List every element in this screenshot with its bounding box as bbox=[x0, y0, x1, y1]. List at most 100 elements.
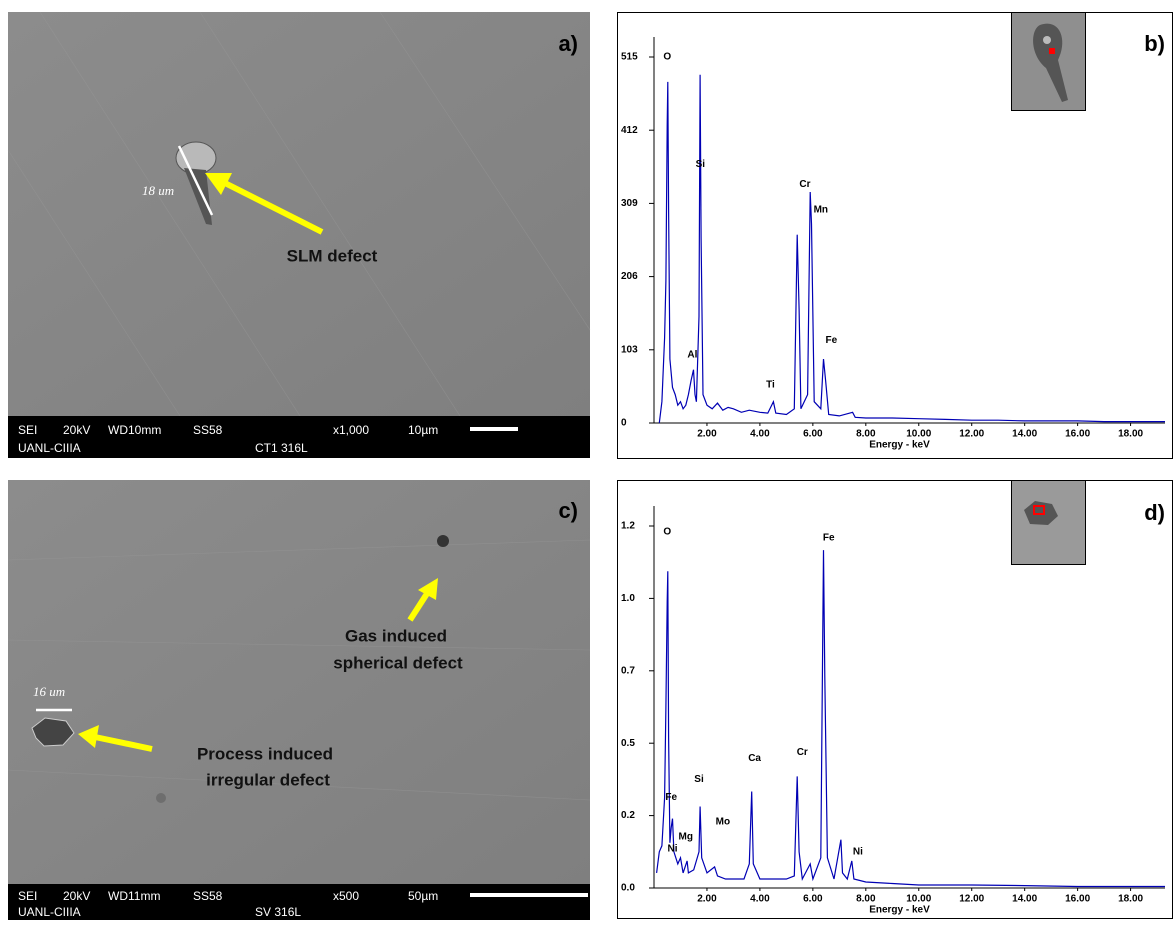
y-tick-label: 103 bbox=[621, 344, 638, 355]
spectrum bbox=[656, 550, 1165, 888]
inset-marker bbox=[1033, 505, 1045, 515]
footer-text: 20kV bbox=[63, 889, 90, 903]
x-tick-label: 14.00 bbox=[1012, 429, 1037, 440]
peak-label: Cr bbox=[799, 179, 810, 190]
arrow-head bbox=[78, 725, 99, 748]
footer-text: WD11mm bbox=[108, 889, 160, 903]
footer bbox=[8, 416, 590, 458]
peak-label: Al bbox=[687, 349, 697, 360]
footer-text: x500 bbox=[333, 889, 359, 903]
footer-text: SV 316L bbox=[255, 905, 301, 919]
spectrum bbox=[658, 74, 1165, 424]
peak-label: Mg bbox=[679, 831, 693, 842]
callout: spherical defect bbox=[333, 653, 463, 672]
x-tick-label: 6.00 bbox=[803, 894, 823, 905]
footer-text: 20kV bbox=[63, 423, 90, 437]
peak-label: Ni bbox=[853, 846, 863, 857]
peak-label: Ti bbox=[766, 379, 775, 390]
footer-text: x1,000 bbox=[333, 423, 369, 437]
y-tick-label: 0.7 bbox=[621, 665, 635, 676]
callout: SLM defect bbox=[287, 246, 378, 265]
panel-label: c) bbox=[558, 498, 578, 523]
x-tick-label: 8.00 bbox=[856, 429, 876, 440]
y-tick-label: 1.0 bbox=[621, 593, 635, 604]
sem-image bbox=[8, 480, 590, 884]
peak-label: Mo bbox=[716, 816, 730, 827]
x-tick-label: 12.00 bbox=[959, 894, 984, 905]
callout: Gas induced bbox=[345, 626, 447, 645]
footer-text: SEI bbox=[18, 889, 37, 903]
x-tick-label: 4.00 bbox=[750, 429, 770, 440]
peak-label: Si bbox=[694, 774, 704, 785]
panel-label: a) bbox=[558, 31, 578, 56]
y-tick-label: 206 bbox=[621, 271, 638, 282]
panel-label: d) bbox=[1144, 500, 1165, 525]
peak-label: Fe bbox=[823, 533, 835, 544]
arrow bbox=[94, 734, 153, 752]
y-tick-label: 0 bbox=[621, 418, 627, 429]
x-tick-label: 2.00 bbox=[697, 894, 717, 905]
footer-text: 10µm bbox=[408, 423, 438, 437]
arrow bbox=[213, 175, 324, 235]
x-axis-label: Energy - keV bbox=[869, 440, 930, 451]
scale-bar bbox=[470, 427, 518, 431]
footer bbox=[8, 884, 590, 920]
sem-image bbox=[8, 12, 590, 416]
x-tick-label: 16.00 bbox=[1065, 894, 1090, 905]
peak-label: Cr bbox=[797, 747, 808, 758]
peak-label: Ca bbox=[748, 753, 761, 764]
x-tick-label: 10.00 bbox=[906, 429, 931, 440]
y-tick-label: 0.5 bbox=[621, 738, 635, 749]
x-tick-label: 2.00 bbox=[697, 429, 717, 440]
footer-text: SS58 bbox=[193, 423, 223, 437]
inset-particle bbox=[1033, 23, 1068, 102]
y-tick-label: 1.2 bbox=[621, 521, 635, 532]
footer-text: SEI bbox=[18, 423, 37, 437]
x-tick-label: 8.00 bbox=[856, 894, 876, 905]
peak-label: Fe bbox=[665, 792, 677, 803]
x-tick-label: 10.00 bbox=[906, 894, 931, 905]
footer-text: 50µm bbox=[408, 889, 438, 903]
y-tick-label: 309 bbox=[621, 198, 638, 209]
arrow-head bbox=[418, 578, 438, 600]
panel-label: b) bbox=[1144, 31, 1165, 56]
callout: irregular defect bbox=[206, 770, 330, 789]
peak-label: O bbox=[663, 52, 671, 63]
defect bbox=[31, 717, 75, 747]
footer-text: WD10mm bbox=[108, 423, 161, 437]
x-tick-label: 18.00 bbox=[1118, 429, 1143, 440]
peak-label: Mn bbox=[814, 204, 828, 215]
x-tick-label: 6.00 bbox=[803, 429, 823, 440]
scale-annotation: 16 um bbox=[33, 684, 65, 699]
peak-label: Ni bbox=[668, 843, 678, 854]
inset-pore bbox=[1043, 36, 1051, 44]
chart-frame bbox=[617, 480, 1173, 919]
peak-label: Fe bbox=[826, 335, 838, 346]
footer-text: CT1 316L bbox=[255, 441, 308, 455]
x-tick-label: 12.00 bbox=[959, 429, 984, 440]
x-tick-label: 4.00 bbox=[750, 894, 770, 905]
peak-label: Si bbox=[696, 159, 706, 170]
scale-line bbox=[177, 145, 214, 216]
texture bbox=[7, 539, 591, 801]
defect bbox=[156, 793, 166, 803]
scale-bar bbox=[470, 893, 588, 897]
y-tick-label: 412 bbox=[621, 125, 638, 136]
scale-annotation: 18 um bbox=[142, 183, 174, 198]
y-tick-label: 0.2 bbox=[621, 810, 635, 821]
y-tick-label: 0.0 bbox=[621, 883, 635, 894]
defect-tail bbox=[184, 168, 212, 225]
footer-text: SS58 bbox=[193, 889, 223, 903]
footer-text: UANL-CIIIA bbox=[18, 905, 81, 919]
arrow-head bbox=[205, 173, 232, 195]
x-tick-label: 16.00 bbox=[1065, 429, 1090, 440]
defect bbox=[437, 535, 449, 547]
x-tick-label: 18.00 bbox=[1118, 894, 1143, 905]
peak-label: O bbox=[663, 527, 671, 538]
callout: Process induced bbox=[197, 744, 333, 763]
y-tick-label: 515 bbox=[621, 52, 638, 63]
x-tick-label: 14.00 bbox=[1012, 894, 1037, 905]
arrow bbox=[407, 590, 431, 622]
footer-text: UANL-CIIIA bbox=[18, 441, 81, 455]
